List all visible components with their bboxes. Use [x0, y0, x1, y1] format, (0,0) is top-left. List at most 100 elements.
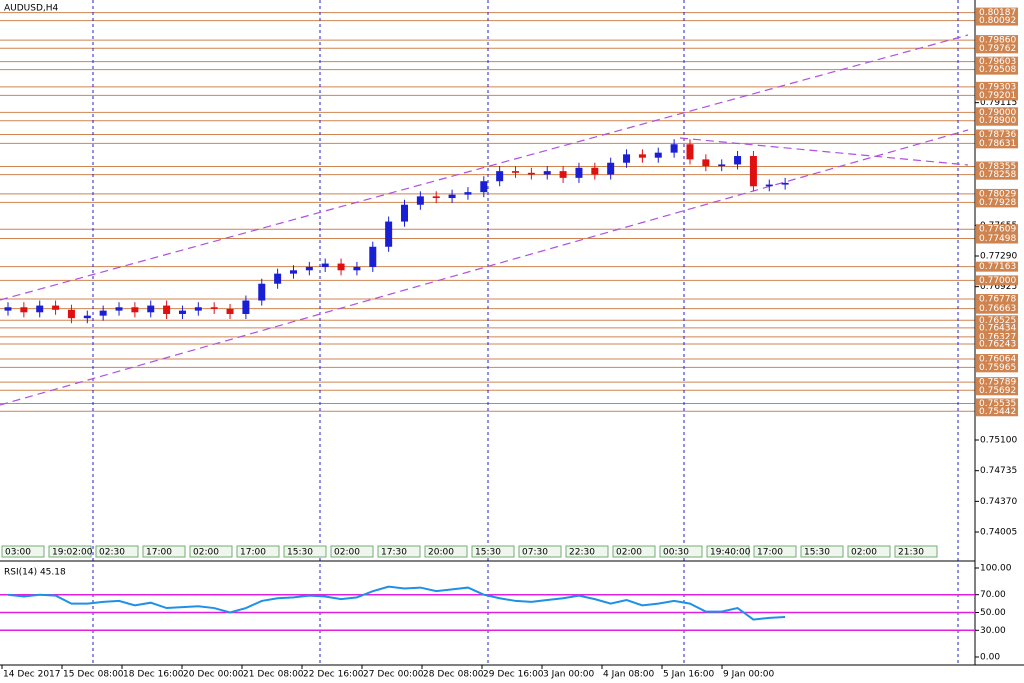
- level-label: 0.76663: [979, 304, 1016, 314]
- x-tick-label: 21 Dec 08:00: [243, 670, 304, 680]
- x-tick-label: 15 Dec 08:00: [63, 670, 124, 680]
- time-box: [800, 545, 844, 558]
- y-tick-label: 0.74370: [980, 497, 1017, 507]
- level-label: 0.79603: [979, 57, 1016, 67]
- candle-body: [718, 164, 726, 167]
- time-box: [189, 545, 233, 558]
- time-box-label: 02:00: [616, 548, 642, 558]
- level-box: [976, 15, 1018, 26]
- level-box: [976, 362, 1018, 373]
- level-box: [976, 161, 1018, 172]
- rsi-line: [7, 585, 786, 621]
- time-box: [142, 545, 186, 558]
- level-box: [976, 331, 1018, 342]
- level-label: 0.75442: [979, 407, 1016, 417]
- candle-body: [464, 192, 472, 195]
- candle-body: [226, 308, 234, 314]
- time-box: [1, 545, 45, 558]
- level-label: 0.80187: [979, 8, 1016, 18]
- time-box-label: 20:00: [428, 548, 454, 558]
- level-label: 0.77163: [979, 262, 1016, 272]
- candle-body: [734, 156, 742, 165]
- time-box-label: 02:00: [851, 548, 877, 558]
- time-box-label: 00:30: [663, 548, 689, 558]
- candle-body: [496, 171, 504, 182]
- time-box: [95, 545, 139, 558]
- x-tick-label: 28 Dec 08:00: [423, 670, 484, 680]
- candle-body: [36, 305, 44, 313]
- level-label: 0.78631: [979, 139, 1016, 149]
- candle-body: [52, 305, 60, 310]
- x-tick-label: 4 Jan 08:00: [603, 670, 655, 680]
- rsi-tick-label: 50.00: [980, 608, 1006, 618]
- time-box: [659, 545, 703, 558]
- level-label: 0.78736: [979, 130, 1016, 140]
- time-box-label: 03:00: [5, 548, 31, 558]
- level-label: 0.76434: [979, 323, 1016, 333]
- level-label: 0.79303: [979, 82, 1016, 92]
- candle-body: [305, 266, 313, 271]
- y-tick-label: 0.77290: [980, 252, 1017, 262]
- level-label: 0.80092: [979, 16, 1016, 26]
- y-tick-label: 0.74735: [980, 466, 1017, 476]
- candle-body: [178, 310, 186, 314]
- candles: [4, 139, 789, 324]
- candle-body: [448, 194, 456, 199]
- level-label: 0.76064: [979, 355, 1016, 365]
- candle-body: [543, 171, 551, 175]
- level-box: [976, 398, 1018, 409]
- candle-body: [83, 315, 91, 319]
- x-tick-label: 3 Jan 00:00: [543, 670, 595, 680]
- level-label: 0.77498: [979, 234, 1016, 244]
- level-label: 0.76327: [979, 332, 1016, 342]
- candle-body: [289, 270, 297, 274]
- candle-body: [321, 263, 329, 267]
- time-box: [894, 545, 938, 558]
- candle-body: [765, 184, 773, 187]
- time-box: [706, 545, 750, 558]
- time-box-label: 15:30: [475, 548, 501, 558]
- level-box: [976, 233, 1018, 244]
- time-box-label: 02:30: [99, 548, 125, 558]
- level-box: [976, 377, 1018, 388]
- level-box: [976, 261, 1018, 272]
- level-label: 0.76243: [979, 339, 1016, 349]
- candle-body: [258, 283, 266, 301]
- level-label: 0.78029: [979, 189, 1016, 199]
- y-tick-label: 0.74005: [980, 528, 1017, 538]
- candle-body: [702, 159, 710, 167]
- trend-line: [679, 137, 969, 166]
- level-label: 0.79762: [979, 44, 1016, 54]
- candle-body: [115, 307, 123, 311]
- level-box: [976, 129, 1018, 140]
- candle-body: [416, 196, 424, 205]
- level-label: 0.78355: [979, 162, 1016, 172]
- candle-body: [670, 144, 678, 153]
- time-box-label: 17:00: [146, 548, 172, 558]
- level-box: [976, 43, 1018, 54]
- candle-body: [432, 196, 440, 199]
- trend-line: [0, 34, 969, 301]
- candle-body: [194, 307, 202, 311]
- candle-body: [147, 305, 155, 313]
- time-box: [330, 545, 374, 558]
- trend-line: [0, 129, 969, 406]
- candle-body: [559, 171, 567, 178]
- time-box-label: 19:02:00: [52, 548, 93, 558]
- time-box: [424, 545, 468, 558]
- level-label: 0.77928: [979, 198, 1016, 208]
- trend-lines: [0, 34, 969, 406]
- time-box-label: 22:30: [569, 548, 595, 558]
- level-label: 0.75535: [979, 399, 1016, 409]
- level-box: [976, 56, 1018, 67]
- time-box-label: 02:00: [334, 548, 360, 558]
- level-label: 0.79201: [979, 91, 1016, 101]
- level-box: [976, 406, 1018, 417]
- candle-body: [607, 162, 615, 175]
- candle-body: [99, 310, 107, 316]
- rsi-tick-label: 70.00: [980, 590, 1006, 600]
- candle-body: [210, 307, 218, 309]
- x-tick-label: 29 Dec 16:00: [483, 670, 544, 680]
